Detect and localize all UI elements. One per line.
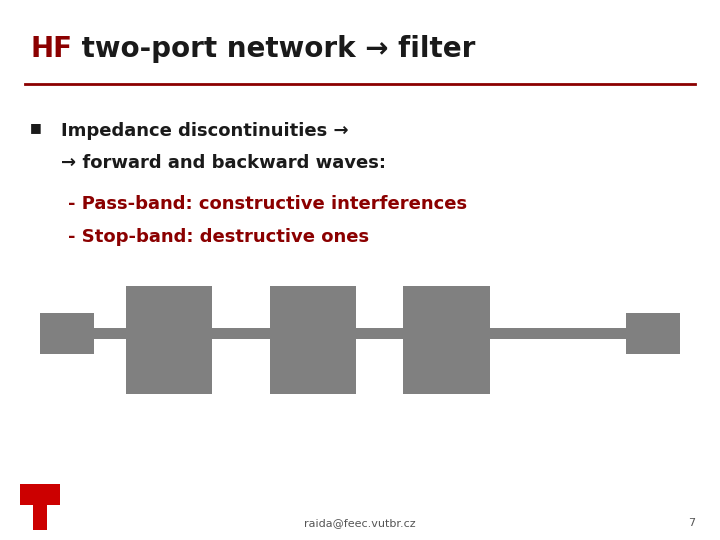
Text: 7: 7 [688, 518, 695, 528]
Bar [94, 328, 626, 339]
Bar [40, 313, 94, 354]
Text: HF: HF [30, 35, 72, 63]
Bar [33, 503, 47, 530]
Text: two-port network → filter: two-port network → filter [72, 35, 476, 63]
Text: - Pass-band: constructive interferences: - Pass-band: constructive interferences [68, 195, 467, 213]
Bar [270, 286, 356, 394]
Text: ■: ■ [30, 122, 42, 134]
Bar [403, 286, 490, 394]
Text: → forward and backward waves:: → forward and backward waves: [61, 154, 386, 172]
Bar [20, 484, 60, 505]
Bar [626, 313, 680, 354]
Text: Impedance discontinuities →: Impedance discontinuities → [61, 122, 348, 139]
Text: raida@feec.vutbr.cz: raida@feec.vutbr.cz [304, 518, 416, 528]
Text: - Stop-band: destructive ones: - Stop-band: destructive ones [68, 228, 369, 246]
Bar [126, 286, 212, 394]
